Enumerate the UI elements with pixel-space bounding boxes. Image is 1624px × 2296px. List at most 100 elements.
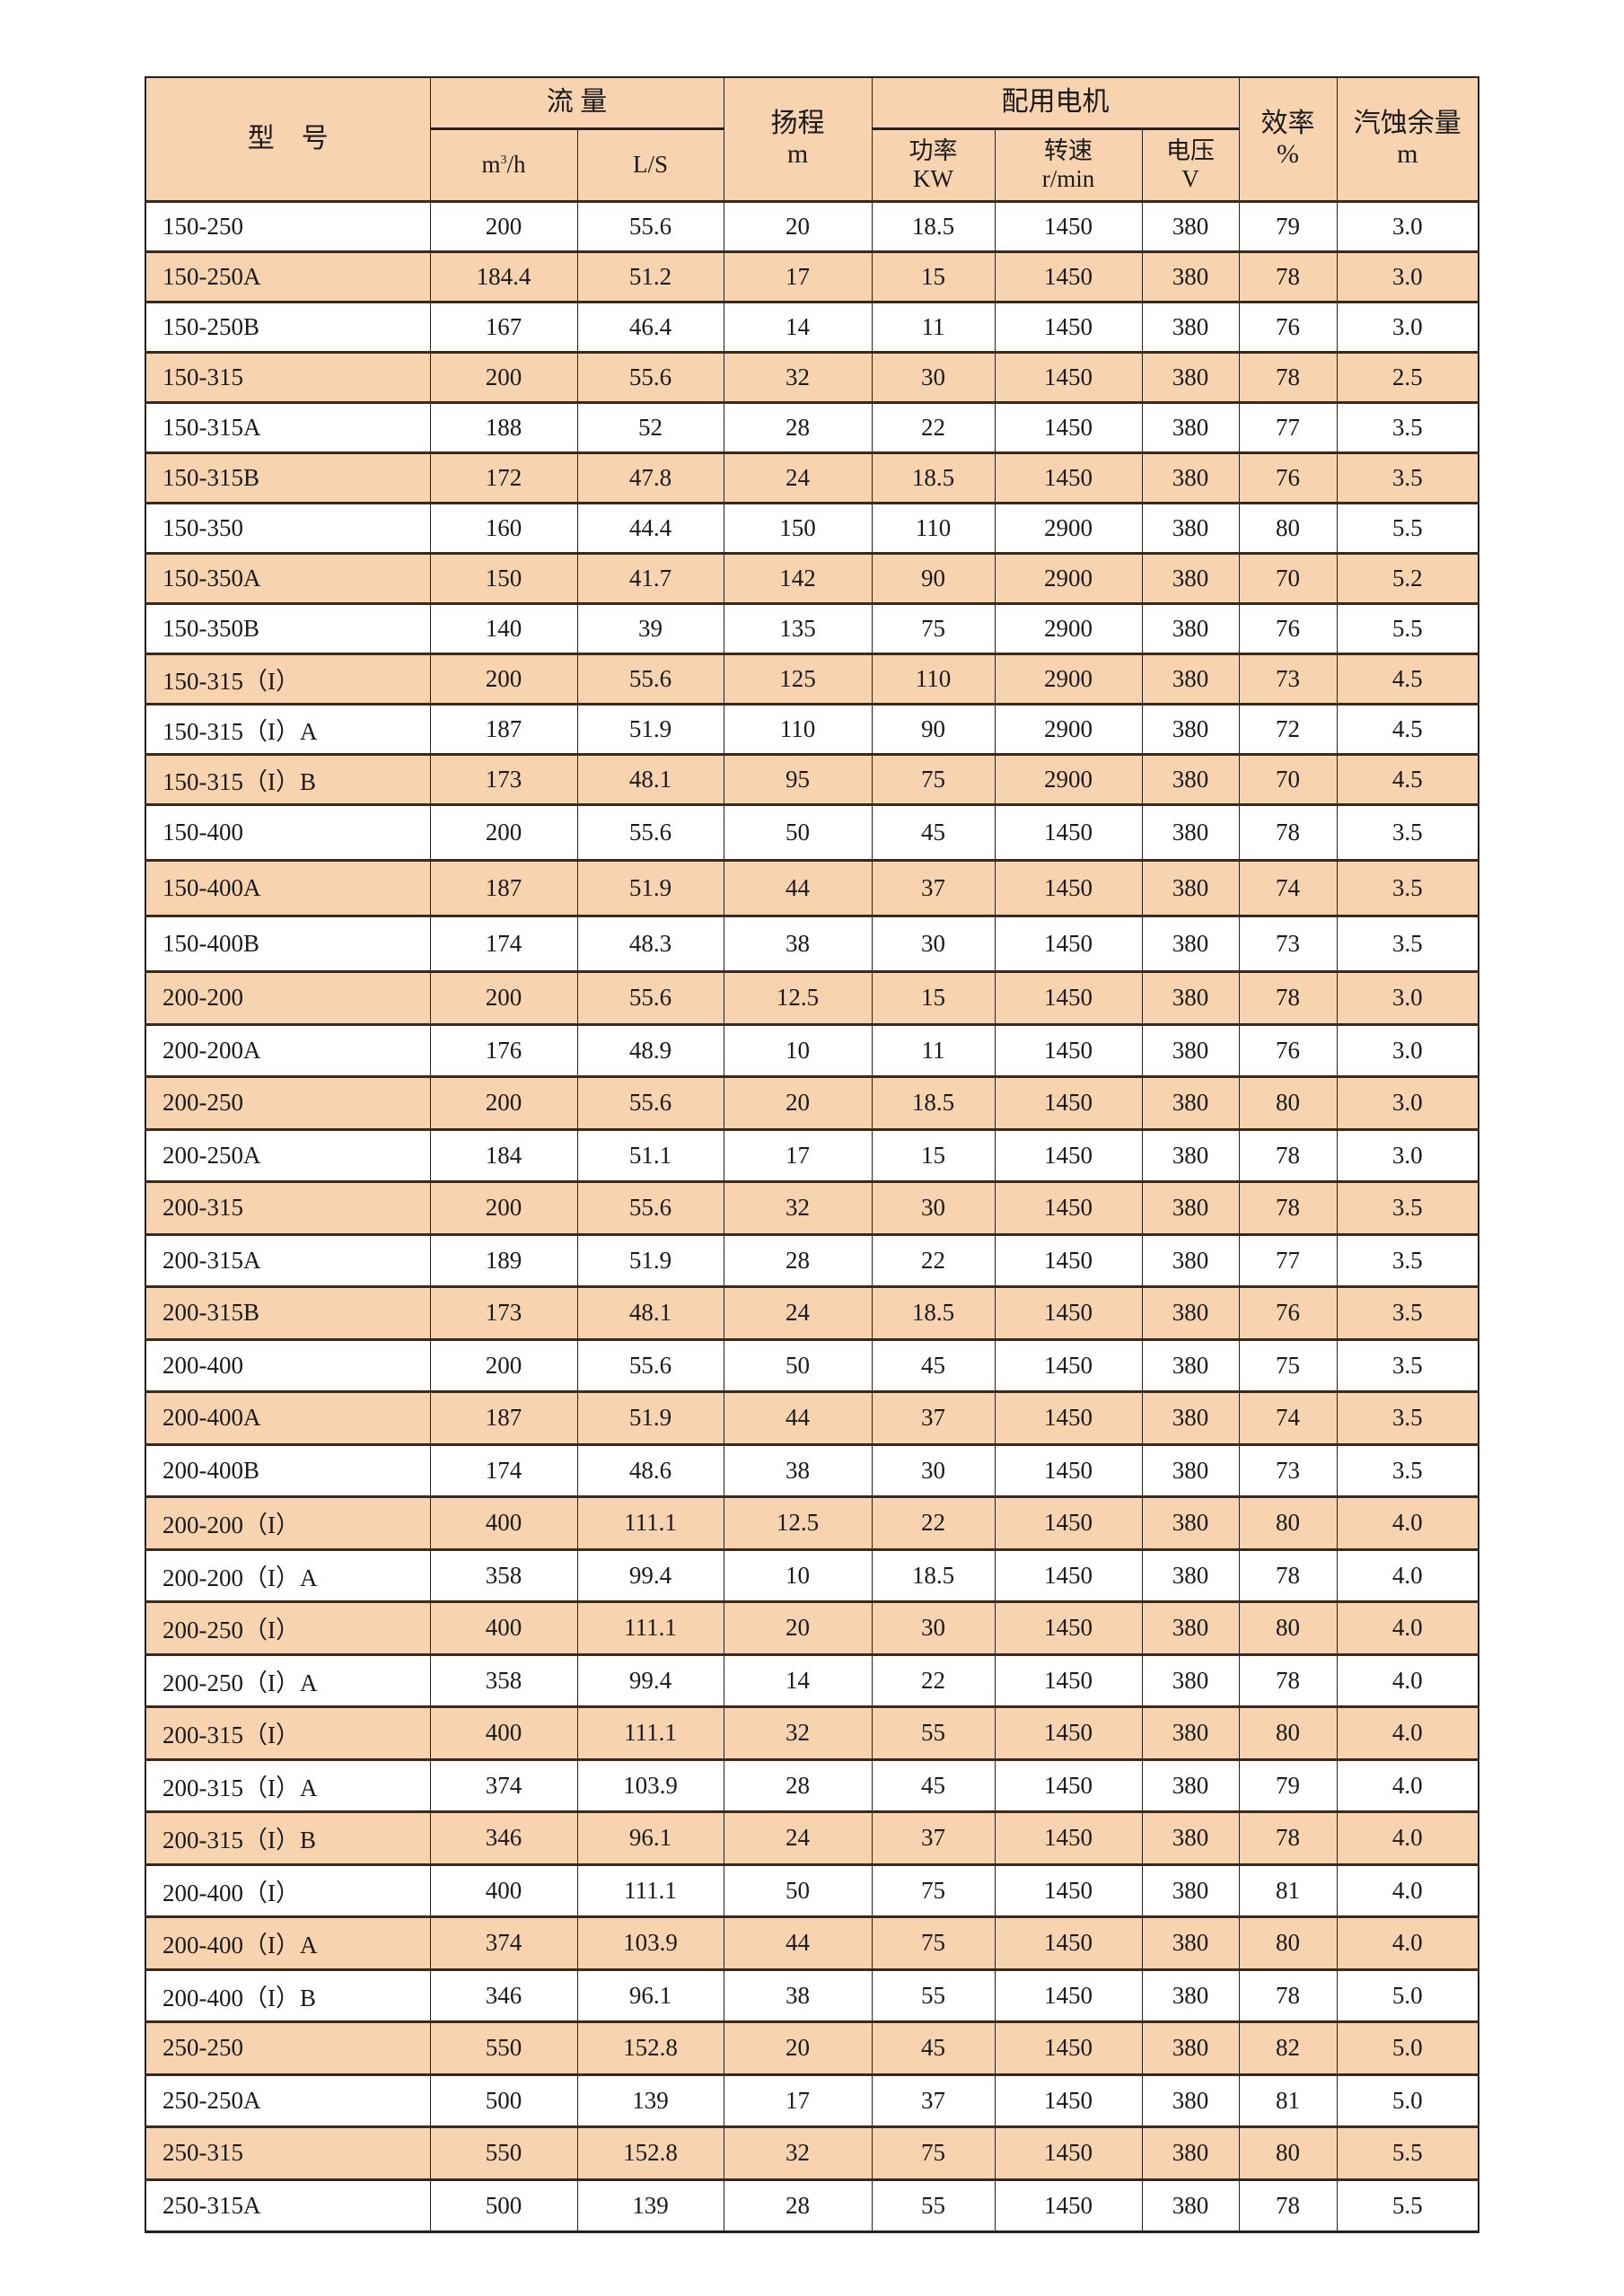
cell-flow-ls: 55.6 <box>576 653 724 705</box>
cell-flow-ls: 55.6 <box>576 201 724 252</box>
cell-efficiency: 70 <box>1238 754 1338 805</box>
cell-flow-m3h: 172 <box>429 452 578 504</box>
cell-speed: 1450 <box>994 1076 1143 1130</box>
cell-flow-ls: 99.4 <box>576 1653 724 1707</box>
cell-power: 75 <box>871 1916 996 1970</box>
cell-npsh: 3.5 <box>1336 402 1479 453</box>
cell-head: 150 <box>723 503 873 554</box>
cell-flow-ls: 96.1 <box>576 1811 724 1865</box>
cell-model: 200-400A <box>145 1391 431 1445</box>
cell-flow-ls: 96.1 <box>576 1968 724 2022</box>
cell-speed: 1450 <box>994 352 1143 403</box>
cell-power: 45 <box>871 2021 996 2075</box>
table-row: 200-250A 184 51.1 17 15 1450 380 78 3.0 <box>145 1128 1479 1182</box>
cell-power: 18.5 <box>871 452 996 504</box>
cell-head: 14 <box>723 1653 873 1707</box>
cell-head: 28 <box>723 2178 873 2232</box>
cell-model: 150-400B <box>145 916 431 972</box>
cell-flow-m3h: 346 <box>429 1968 578 2022</box>
cell-speed: 1450 <box>994 201 1143 252</box>
cell-flow-ls: 51.1 <box>576 1128 724 1182</box>
cell-head: 135 <box>723 603 873 654</box>
cell-voltage: 380 <box>1141 251 1240 302</box>
table-row: 150-315A 188 52 28 22 1450 380 77 3.5 <box>145 402 1479 453</box>
cell-head: 10 <box>723 1023 873 1077</box>
cell-flow-m3h: 550 <box>429 2126 578 2180</box>
npsh-unit: m <box>1397 139 1418 169</box>
cell-head: 95 <box>723 754 873 805</box>
cell-efficiency: 80 <box>1238 1706 1338 1760</box>
cell-npsh: 3.0 <box>1336 1023 1479 1077</box>
cell-power: 22 <box>871 402 996 453</box>
cell-model: 200-400（I） <box>145 1863 431 1917</box>
cell-head: 50 <box>723 1338 873 1392</box>
cell-efficiency: 80 <box>1238 1076 1338 1130</box>
cell-speed: 2900 <box>994 603 1143 654</box>
cell-npsh: 4.0 <box>1336 1758 1479 1812</box>
cell-flow-m3h: 358 <box>429 1548 578 1602</box>
cell-speed: 1450 <box>994 302 1143 353</box>
cell-npsh: 3.5 <box>1336 452 1479 504</box>
cell-speed: 1450 <box>994 2021 1143 2075</box>
cell-npsh: 4.0 <box>1336 1706 1479 1760</box>
cell-flow-ls: 111.1 <box>576 1863 724 1917</box>
cell-flow-ls: 51.9 <box>576 1233 724 1287</box>
table-row: 200-400（I） 400 111.1 50 75 1450 380 81 4.0 <box>145 1863 1479 1917</box>
head-label: 扬程 <box>770 108 825 138</box>
cell-flow-ls: 111.1 <box>576 1601 724 1655</box>
cell-efficiency: 77 <box>1238 402 1338 453</box>
cell-efficiency: 80 <box>1238 1916 1338 1970</box>
table-row: 150-250A 184.4 51.2 17 15 1450 380 78 3.0 <box>145 251 1479 302</box>
cell-model: 250-315A <box>145 2178 431 2232</box>
cell-power: 37 <box>871 860 996 916</box>
cell-voltage: 380 <box>1141 1181 1240 1235</box>
cell-efficiency: 73 <box>1238 653 1338 705</box>
cell-efficiency: 76 <box>1238 1023 1338 1077</box>
cell-flow-ls: 55.6 <box>576 1181 724 1235</box>
cell-efficiency: 79 <box>1238 201 1338 252</box>
cell-npsh: 5.5 <box>1336 603 1479 654</box>
cell-head: 44 <box>723 1916 873 1970</box>
cell-speed: 2900 <box>994 553 1143 604</box>
cell-flow-ls: 51.9 <box>576 704 724 755</box>
m3h-tail: /h <box>506 151 526 179</box>
cell-head: 14 <box>723 302 873 353</box>
cell-head: 32 <box>723 352 873 403</box>
cell-flow-m3h: 550 <box>429 2021 578 2075</box>
cell-head: 38 <box>723 916 873 972</box>
cell-npsh: 4.0 <box>1336 1496 1479 1550</box>
cell-efficiency: 79 <box>1238 1758 1338 1812</box>
table-row: 250-250 550 152.8 20 45 1450 380 82 5.0 <box>145 2021 1479 2075</box>
cell-model: 200-200A <box>145 1023 431 1077</box>
cell-flow-m3h: 187 <box>429 860 578 916</box>
header-flow-m3h: m3/h <box>429 128 578 202</box>
cell-flow-m3h: 358 <box>429 1653 578 1707</box>
cell-efficiency: 70 <box>1238 553 1338 604</box>
head-unit: m <box>786 139 809 169</box>
cell-flow-ls: 111.1 <box>576 1706 724 1760</box>
cell-voltage: 380 <box>1141 553 1240 604</box>
cell-flow-m3h: 200 <box>429 201 578 252</box>
power-label: 功率 <box>909 136 958 164</box>
cell-voltage: 380 <box>1141 2178 1240 2232</box>
speed-label: 转速 <box>1044 136 1093 164</box>
cell-power: 18.5 <box>871 1076 996 1130</box>
cell-efficiency: 81 <box>1238 1863 1338 1917</box>
cell-head: 24 <box>723 1286 873 1340</box>
cell-flow-m3h: 200 <box>429 971 578 1025</box>
cell-power: 45 <box>871 1338 996 1392</box>
cell-flow-ls: 139 <box>576 2073 724 2127</box>
cell-model: 200-315 <box>145 1181 431 1235</box>
cell-speed: 1450 <box>994 1496 1143 1550</box>
cell-npsh: 3.0 <box>1336 1128 1479 1182</box>
cell-flow-m3h: 187 <box>429 1391 578 1445</box>
cell-npsh: 3.5 <box>1336 1286 1479 1340</box>
cell-npsh: 4.5 <box>1336 653 1479 705</box>
cell-model: 150-315 <box>145 352 431 403</box>
cell-model: 150-350A <box>145 553 431 604</box>
cell-efficiency: 78 <box>1238 2178 1338 2232</box>
cell-head: 28 <box>723 1233 873 1287</box>
cell-model: 200-400B <box>145 1443 431 1497</box>
cell-head: 44 <box>723 860 873 916</box>
cell-flow-ls: 48.6 <box>576 1443 724 1497</box>
